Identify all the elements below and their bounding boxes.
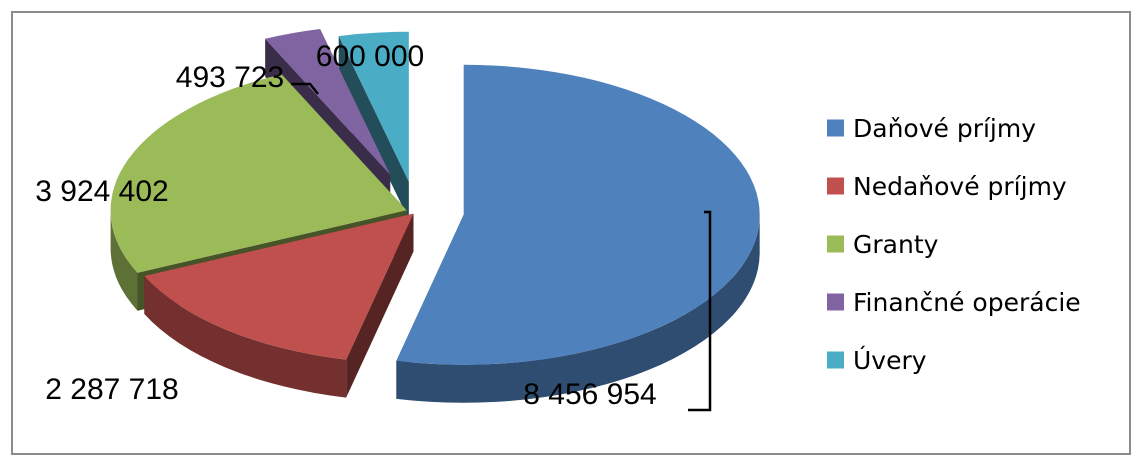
legend-label: Úvery (853, 345, 927, 375)
pie-slice-nedanove-prijmy (144, 213, 414, 398)
legend-label: Daňové príjmy (853, 114, 1036, 143)
legend-item-granty: Granty (827, 230, 939, 259)
legend-swatch (827, 293, 844, 311)
legend-label: Finančné operácie (853, 288, 1081, 317)
pie-slice-danove-prijmy (396, 64, 760, 403)
slice-top (265, 28, 391, 175)
legend-label: Nedaňové príjmy (853, 172, 1067, 201)
data-label-granty: 3 924 402 (35, 175, 168, 208)
legend-item-danove-prijmy: Daňové príjmy (827, 114, 1036, 143)
legend-item-nedanove-prijmy: Nedaňové príjmy (827, 172, 1067, 201)
legend-item-financne-operacie: Finančné operácie (827, 288, 1081, 317)
slice-rim (144, 276, 347, 398)
legend-item-uvery: Úvery (827, 345, 927, 375)
data-label-danove-prijmy: 8 456 954 (523, 378, 656, 411)
legend-swatch (827, 235, 844, 253)
data-label-nedanove-prijmy: 2 287 718 (45, 373, 178, 406)
leader-line-danove-prijmy (688, 210, 712, 412)
slice-rim (110, 210, 138, 311)
pie-slice-uvery (338, 31, 409, 220)
data-label-uvery: 600 000 (316, 40, 424, 73)
legend-swatch (827, 119, 844, 137)
leader-line-financne-operacie (291, 82, 319, 95)
legend-label: Granty (853, 230, 939, 259)
slice-top (396, 64, 760, 365)
legend-swatch (827, 351, 844, 369)
legend-swatch (827, 177, 844, 195)
data-label-financne-operacie: 493 723 (176, 61, 284, 94)
slice-wall-start (346, 213, 414, 398)
slice-top (144, 213, 414, 360)
slice-wall-start (338, 36, 409, 220)
slice-rim (396, 214, 760, 403)
slice-top (338, 31, 409, 182)
slice-top (110, 74, 407, 273)
